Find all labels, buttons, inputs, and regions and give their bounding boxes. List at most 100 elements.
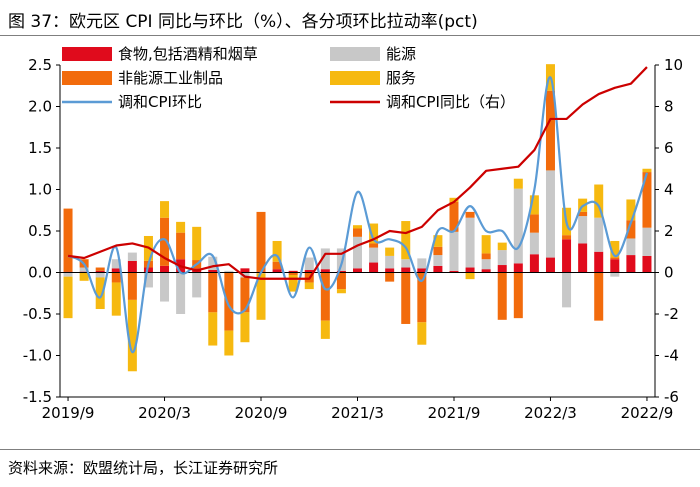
bar-3-2021/3 [353, 225, 362, 229]
legend-label-2: 非能源工业制品 [118, 69, 223, 87]
bar-3-2021/6 [401, 221, 411, 260]
bar-3-2020/8 [240, 312, 250, 343]
bar-1-2022/3 [545, 170, 555, 258]
x-tick-label: 2019/9 [42, 404, 95, 422]
legend-label-3: 服务 [386, 69, 416, 87]
bar-3-2020/3 [160, 201, 170, 218]
right-tick-label: 4 [664, 181, 674, 199]
x-tick-label: 2021/9 [428, 404, 481, 422]
bar-2-2021/2 [336, 272, 346, 290]
legend-label-5: 调和CPI同比（右） [386, 93, 515, 111]
bar-0-2022/7 [610, 259, 620, 273]
bar-1-2020/2 [143, 272, 153, 288]
bar-2-2020/9 [256, 211, 266, 272]
legend-swatch-0 [62, 47, 112, 61]
bar-0-2020/6 [208, 270, 218, 273]
bar-0-2022/5 [578, 243, 588, 273]
bar-3-2019/9 [63, 276, 73, 319]
bar-3-2020/11 [288, 274, 298, 292]
bar-2-2022/9 [642, 172, 652, 228]
bar-0-2021/8 [433, 265, 443, 273]
bar-1-2019/12 [111, 259, 121, 269]
bar-1-2021/1 [320, 248, 330, 270]
bar-3-2022/6 [594, 184, 604, 218]
bar-3-2020/10 [272, 240, 282, 262]
bar-3-2022/8 [626, 199, 636, 221]
bar-1-2020/5 [192, 272, 202, 298]
left-tick-label: 1.5 [28, 139, 52, 157]
ticks-layer: -1.5 -1.0 -0.5 0.0 0.5 1.0 1.5 2.0 2.5 -6 -4 -2 0 2 4 6… [23, 56, 683, 422]
bar-1-2021/4 [369, 247, 379, 263]
bar-2-2021/3 [353, 228, 362, 237]
bar-0-2021/11 [481, 269, 491, 273]
bar-2-2021/9 [449, 201, 459, 232]
bar-1-2021/9 [449, 231, 459, 271]
right-tick-label: 6 [664, 139, 674, 157]
bar-1-2020/7 [224, 270, 234, 273]
x-tick-label: 2020/9 [235, 404, 288, 422]
bar-3-2021/5 [385, 247, 395, 256]
bar-0-2021/4 [369, 262, 379, 273]
bar-1-2022/2 [529, 232, 539, 255]
bar-1-2021/5 [385, 255, 395, 269]
bar-3-2021/2 [336, 289, 346, 294]
bar-3-2021/1 [320, 320, 330, 339]
bar-0-2019/12 [111, 268, 121, 273]
bar-0-2021/12 [497, 265, 507, 273]
bar-0-2022/3 [545, 257, 555, 273]
bar-1-2020/1 [127, 252, 137, 261]
left-tick-label: 2.0 [28, 98, 52, 116]
bar-2-2022/5 [578, 211, 588, 217]
bar-2-2021/5 [385, 272, 395, 282]
bar-3-2021/12 [497, 242, 507, 251]
bar-0-2020/2 [143, 267, 153, 273]
bar-1-2021/6 [401, 259, 411, 268]
bar-1-2020/4 [176, 272, 186, 314]
bar-2-2022/3 [545, 90, 555, 171]
bar-1-2021/7 [417, 258, 427, 269]
bar-1-2019/9 [63, 272, 73, 277]
x-tick-label: 2021/3 [331, 404, 384, 422]
right-tick-label: -4 [664, 347, 679, 365]
bar-2-2020/10 [272, 261, 282, 270]
bar-2-2020/4 [176, 232, 186, 260]
bar-3-2019/11 [95, 277, 105, 310]
bar-2-2019/12 [111, 272, 121, 283]
bar-1-2022/4 [562, 272, 572, 308]
bar-3-2021/11 [481, 235, 491, 254]
bar-0-2020/11 [288, 270, 298, 273]
lines-layer [67, 66, 649, 354]
x-tick-label: 2022/3 [524, 404, 577, 422]
bar-3-2021/7 [417, 322, 427, 345]
bar-1-2022/8 [626, 238, 636, 256]
bar-2-2021/6 [401, 272, 411, 324]
bar-0-2022/8 [626, 255, 636, 273]
title-divider [0, 35, 700, 36]
footer-divider [0, 449, 700, 450]
chart-canvas: -1.5 -1.0 -0.5 0.0 0.5 1.0 1.5 2.0 2.5 -6 -4 -2 0 2 4 6… [23, 45, 683, 422]
bar-1-2020/6 [208, 256, 218, 271]
bar-1-2021/3 [353, 236, 362, 269]
bar-1-2022/7 [610, 272, 620, 277]
bar-2-2021/8 [433, 246, 443, 256]
bar-3-2020/9 [256, 273, 266, 320]
right-tick-label: 10 [664, 56, 683, 74]
bar-1-2021/2 [336, 248, 346, 271]
bar-2-2021/11 [481, 253, 491, 260]
bar-3-2022/7 [610, 240, 620, 258]
bar-0-2022/2 [529, 254, 539, 273]
line-series-1 [67, 66, 648, 280]
left-tick-label: -1.5 [23, 388, 52, 406]
legend-label-4: 调和CPI环比 [118, 93, 202, 111]
bar-3-2021/9 [449, 197, 459, 202]
bar-2-2021/7 [417, 272, 427, 323]
bar-3-2020/1 [127, 299, 137, 372]
bar-1-2020/3 [160, 272, 170, 302]
bar-0-2022/4 [562, 239, 572, 273]
bar-1-2020/12 [304, 257, 314, 271]
source-note: 资料来源：欧盟统计局，长江证券研究所 [8, 459, 279, 477]
bar-3-2019/10 [79, 272, 89, 281]
bar-0-2021/7 [417, 268, 427, 273]
bar-3-2022/9 [642, 168, 652, 173]
bar-2-2020/3 [160, 217, 170, 266]
